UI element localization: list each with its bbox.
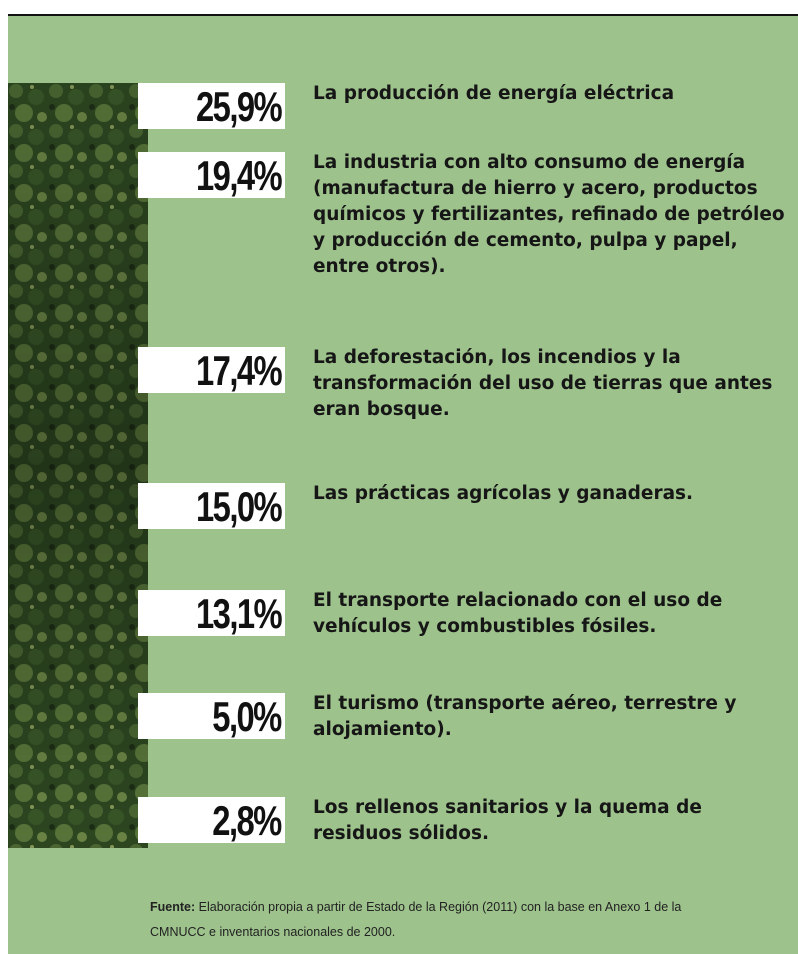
percent: 25,9%: [196, 83, 281, 131]
source-label: Fuente:: [150, 900, 195, 914]
percent: 17,4%: [196, 347, 281, 395]
percent: 15,0%: [196, 483, 281, 531]
percent-box: 2,8%: [138, 797, 285, 843]
percent-box: 19,4%: [138, 152, 285, 198]
percent-box: 13,1%: [138, 590, 285, 636]
percent: 13,1%: [196, 590, 281, 638]
description: Los rellenos sanitarios y la quema de re…: [313, 795, 793, 847]
source-text: Elaboración propia a partir de Estado de…: [150, 900, 681, 939]
page: 25,9% La producción de energía eléctrica…: [0, 0, 798, 954]
description: El transporte relacionado con el uso de …: [313, 588, 793, 640]
percent: 19,4%: [196, 152, 281, 200]
percent: 5,0%: [213, 693, 281, 741]
description: La producción de energía eléctrica: [313, 81, 793, 107]
forest-image: [8, 83, 148, 848]
description: La deforestación, los incendios y la tra…: [313, 345, 793, 423]
percent-box: 17,4%: [138, 347, 285, 393]
description: La industria con alto consumo de energía…: [313, 150, 793, 280]
source-note: Fuente: Elaboración propia a partir de E…: [150, 895, 740, 945]
percent-box: 25,9%: [138, 83, 285, 129]
description: El turismo (transporte aéreo, terrestre …: [313, 691, 793, 743]
description: Las prácticas agrícolas y ganaderas.: [313, 481, 793, 507]
percent-box: 15,0%: [138, 483, 285, 529]
percent-box: 5,0%: [138, 693, 285, 739]
percent: 2,8%: [213, 797, 281, 845]
